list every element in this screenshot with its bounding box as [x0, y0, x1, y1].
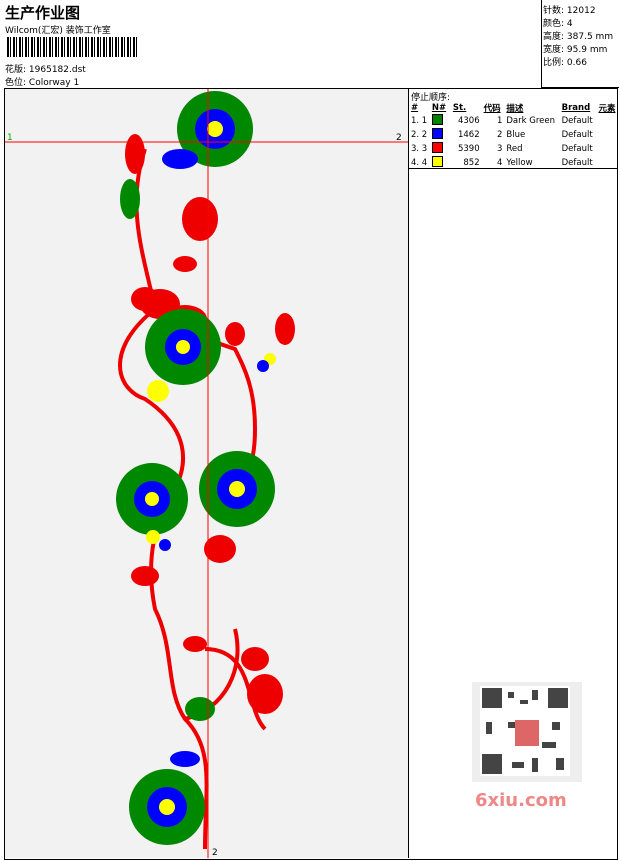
label: 花版: — [5, 65, 27, 75]
brand: Default — [561, 116, 593, 126]
value: Colorway 1 — [28, 78, 80, 88]
stat: 针数: 12012 — [543, 5, 613, 18]
element — [596, 128, 620, 142]
brand: Default — [561, 144, 593, 154]
column-header: 代码 — [483, 103, 501, 114]
stat: 宽度: 95.9 mm — [543, 44, 613, 57]
column-header: Brand — [561, 102, 591, 113]
divider — [408, 89, 409, 858]
design-file: 花版: 1965182.dst — [5, 62, 86, 75]
brand: Default — [561, 158, 593, 168]
stat: 比例: 0.66 — [543, 57, 613, 70]
row: 3. 3 5390 3 Red Default — [409, 142, 620, 156]
index: 4. 4 — [411, 158, 428, 168]
swatch — [431, 114, 443, 125]
studio: Wilcom(汇宏) 装饰工作室 — [5, 26, 111, 36]
code: 4 — [496, 158, 503, 168]
value: 1965182.dst — [28, 65, 86, 75]
embroidery — [5, 89, 408, 858]
element — [596, 156, 620, 170]
swatch-cell — [430, 142, 451, 156]
code: 1 — [496, 116, 503, 126]
swatch — [431, 128, 443, 139]
element — [596, 142, 620, 156]
stop-table: # N# St. 代码 描述 Brand 元素 1. 1 4306 1 Dark Green Defa… — [409, 101, 620, 170]
code: 3 — [496, 144, 503, 154]
stat: 高度: 387.5 mm — [543, 31, 613, 44]
stat-value: 95.9 mm — [566, 45, 608, 55]
stitches: 5390 — [457, 144, 480, 154]
row: 1. 1 4306 1 Dark Green Default — [409, 114, 620, 128]
stitches: 4306 — [457, 116, 480, 126]
stitches: 1462 — [457, 130, 480, 140]
stat-label: 针数: — [543, 6, 565, 16]
watermark: 6xiu.com — [475, 790, 567, 811]
barcode — [7, 37, 137, 57]
index: 1. 1 — [411, 116, 428, 126]
label: 色位: — [5, 78, 27, 88]
stat-value: 0.66 — [566, 58, 587, 68]
flowers — [116, 91, 276, 845]
stat-label: 比例: — [543, 58, 565, 68]
stat-value: 4 — [566, 19, 573, 29]
column-header: St. — [452, 102, 467, 113]
marker: 2 — [396, 133, 402, 143]
description: Blue — [506, 130, 526, 140]
stitches: 852 — [463, 158, 480, 168]
index: 3. 3 — [411, 144, 428, 154]
title: 生产作业图 — [5, 4, 81, 22]
swatch — [431, 142, 443, 153]
marker: 2 — [212, 848, 218, 858]
element — [596, 114, 620, 128]
stats-box — [541, 0, 619, 88]
column-header: 元素 — [598, 103, 616, 114]
row: 2. 2 1462 2 Blue Default — [409, 128, 620, 142]
row: 4. 4 852 4 Yellow Default — [409, 156, 620, 170]
column-header: 描述 — [506, 103, 524, 114]
index: 2. 2 — [411, 130, 428, 140]
swatch-cell — [430, 114, 451, 128]
swatch — [431, 156, 443, 167]
stop-title: 停止顺序: — [411, 93, 451, 103]
description: Yellow — [506, 158, 533, 168]
stat-label: 颜色: — [543, 19, 565, 29]
stats: 针数: 12012 颜色: 4 高度: 387.5 mm 宽度: 95.9 mm 比例:… — [543, 5, 613, 70]
frame — [4, 88, 618, 860]
stat: 颜色: 4 — [543, 18, 613, 31]
column-header: # — [411, 102, 419, 113]
stat-label: 宽度: — [543, 45, 565, 55]
column-header: N# — [431, 102, 447, 113]
stat-label: 高度: — [543, 32, 565, 42]
stat-value: 387.5 mm — [566, 32, 614, 42]
description: Dark Green — [506, 116, 556, 126]
qr-code — [472, 682, 582, 782]
swatch-cell — [430, 128, 451, 142]
colorway: 色位: Colorway 1 — [5, 75, 79, 88]
description: Red — [506, 144, 523, 154]
stat-value: 12012 — [566, 6, 596, 16]
marker: 1 — [7, 133, 13, 143]
brand: Default — [561, 130, 593, 140]
swatch-cell — [430, 156, 451, 170]
code: 2 — [496, 130, 503, 140]
divider — [409, 168, 617, 169]
